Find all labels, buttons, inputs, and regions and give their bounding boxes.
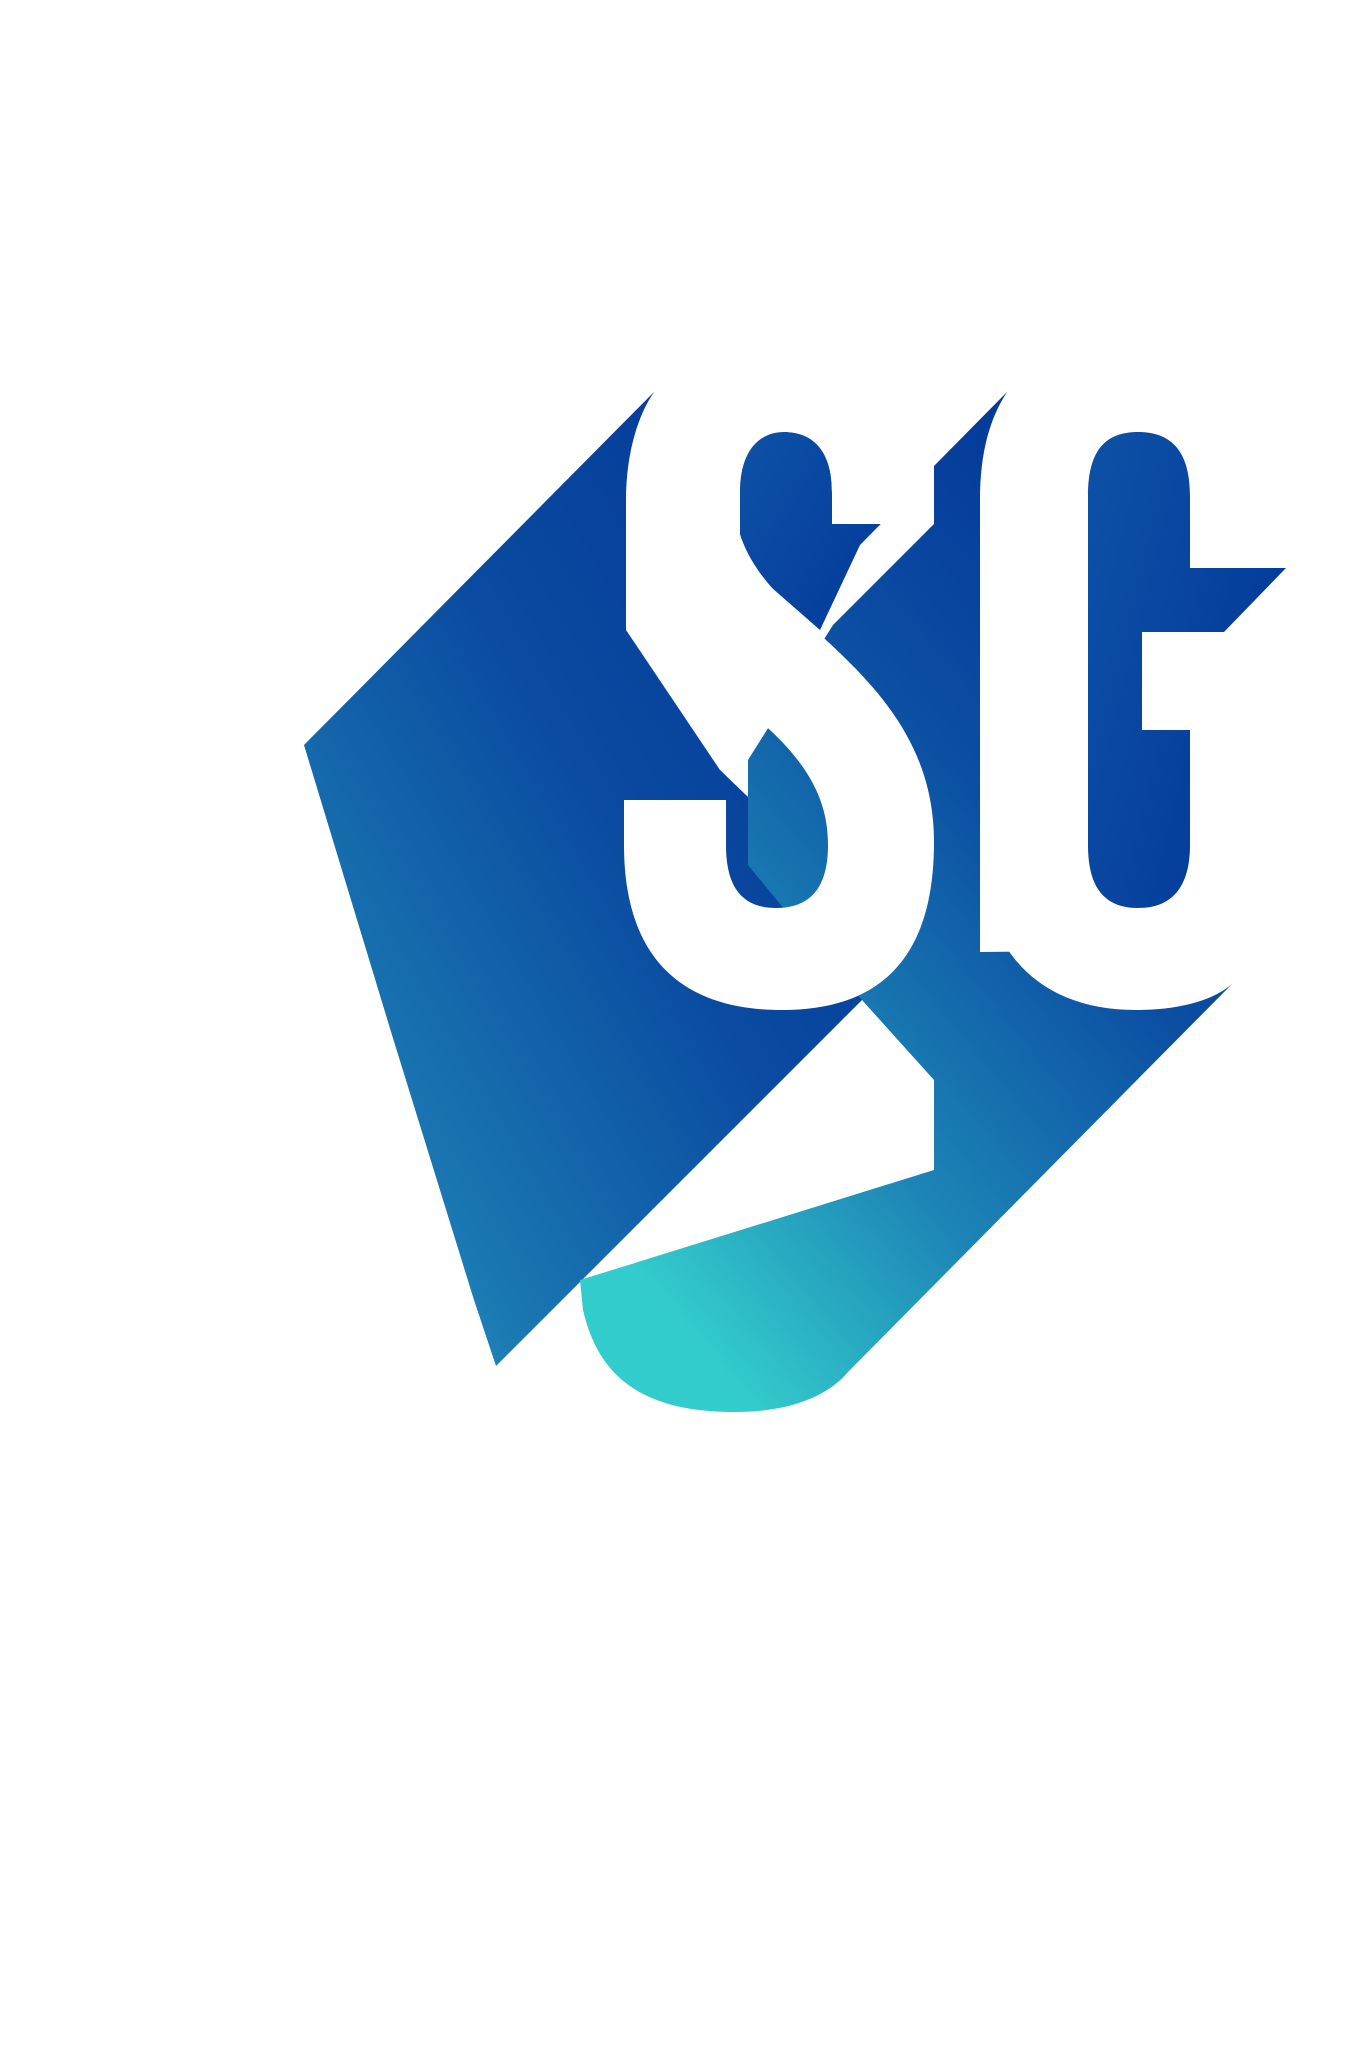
- letter-s: [624, 392, 934, 1010]
- g-counter: [1088, 432, 1286, 908]
- s-long-shadow: [304, 392, 880, 1366]
- s-upper-counter: [740, 432, 934, 630]
